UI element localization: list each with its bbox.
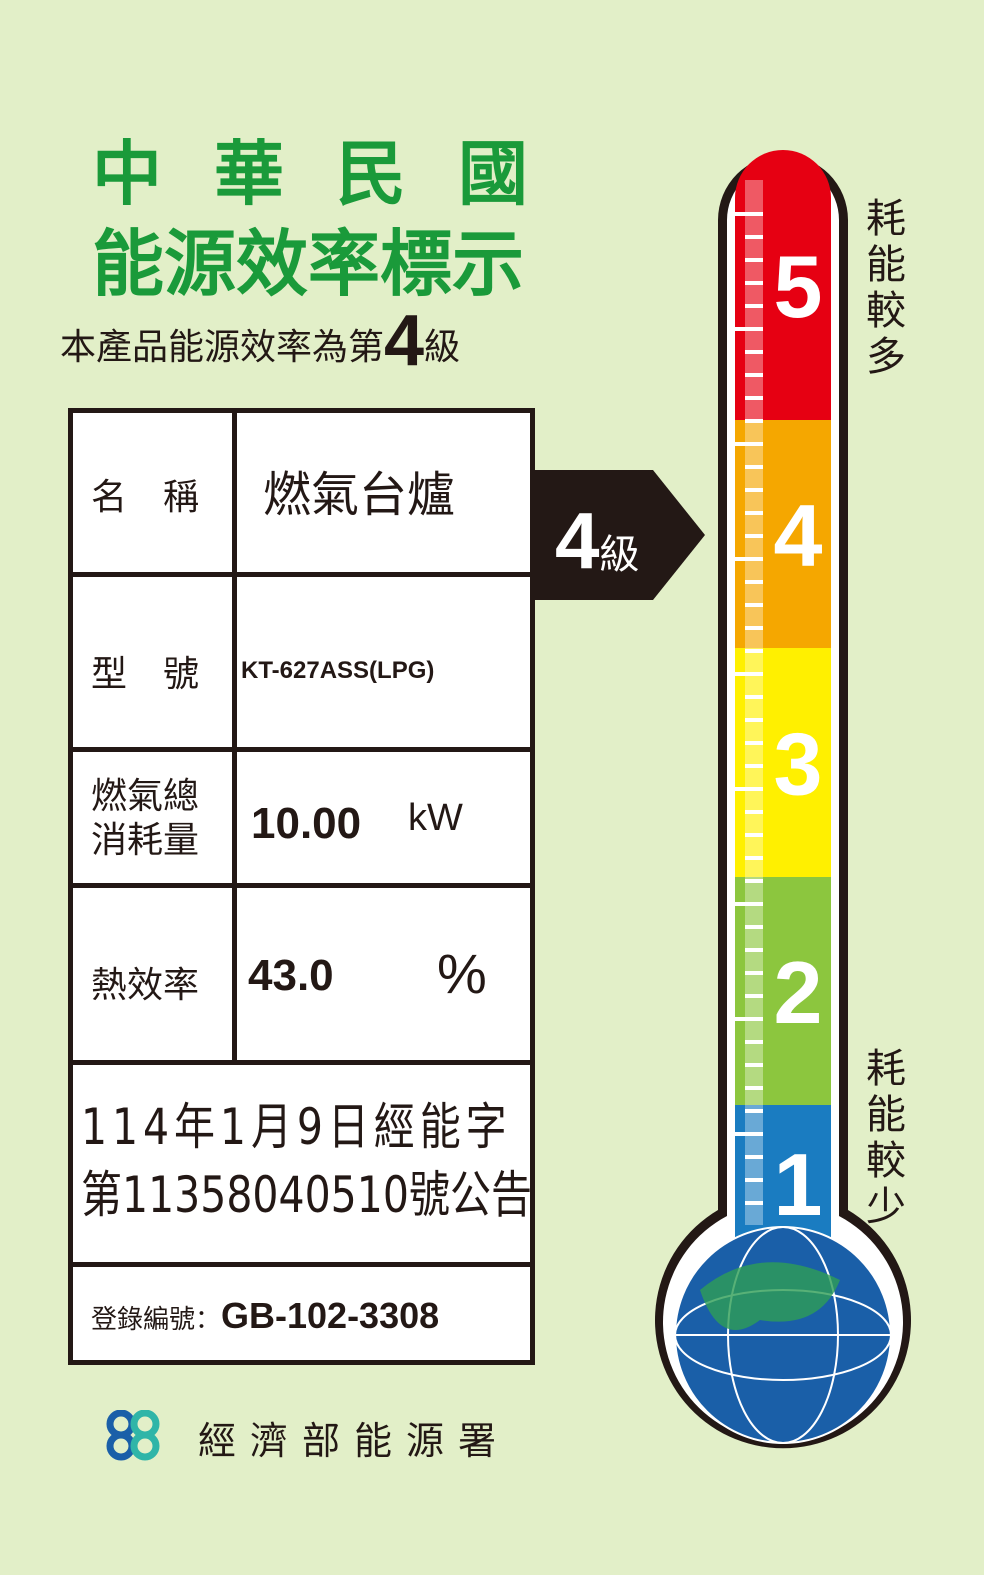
scale-tick xyxy=(745,350,763,354)
notice: 114年1月9日經能字 第11358040510號公告 xyxy=(81,1098,532,1224)
scale-tick xyxy=(735,212,763,216)
grade-indicator-arrow xyxy=(535,470,705,600)
thermometer: 5 4 3 2 1 xyxy=(655,150,911,1449)
scale-tick xyxy=(745,1201,763,1205)
scale-tick xyxy=(745,1155,763,1159)
grade-suffix: 級 xyxy=(424,327,461,368)
title-label: 能源效率標示 xyxy=(92,222,525,306)
scale-tick xyxy=(745,534,763,538)
scale-tick xyxy=(745,718,763,722)
scale-tick xyxy=(745,304,763,308)
scale-tick xyxy=(735,327,763,331)
model-value: KT-627ASS(LPG) xyxy=(241,657,435,684)
level-label-1: 1 xyxy=(774,1135,823,1234)
scale-tick xyxy=(745,1040,763,1044)
efficiency-label: 熱效率 xyxy=(91,965,200,1006)
scale-tick xyxy=(735,442,763,446)
consumption-value: 10.00 xyxy=(251,799,362,848)
scale-tick xyxy=(735,672,763,676)
level-segment-3 xyxy=(735,648,831,877)
scale-tick xyxy=(745,856,763,860)
consumption-unit: kW xyxy=(408,797,463,839)
scale-tick xyxy=(745,994,763,998)
level-label-2: 2 xyxy=(774,943,823,1042)
scale-tick xyxy=(745,948,763,952)
scale-tick xyxy=(745,1063,763,1067)
scale-tick xyxy=(745,511,763,515)
title-country: 中華民國 xyxy=(92,133,580,215)
grade-statement: 本產品能源效率為第4級 xyxy=(60,300,460,382)
scale-tick xyxy=(745,235,763,239)
scale-tick xyxy=(745,810,763,814)
scale-tick xyxy=(745,258,763,262)
scale-tick xyxy=(735,557,763,561)
agency-name: 經濟部能源署 xyxy=(198,1419,511,1463)
scale-tick xyxy=(745,465,763,469)
efficiency-value: 43.0 xyxy=(248,951,334,1000)
scale-tick xyxy=(735,902,763,906)
scale-tick xyxy=(745,925,763,929)
grade-indicator: 4級 xyxy=(555,496,640,585)
name-value: 燃氣台爐 xyxy=(263,467,456,523)
agency-logo-icon xyxy=(106,1410,160,1461)
scale-tick xyxy=(745,1086,763,1090)
scale-tick xyxy=(735,787,763,791)
scale-tick xyxy=(735,1132,763,1136)
scale-tick xyxy=(745,649,763,653)
scale-tick xyxy=(745,396,763,400)
scale-tick xyxy=(745,741,763,745)
model-label: 型 號 xyxy=(91,654,200,695)
scale-tick xyxy=(745,580,763,584)
scale-tick xyxy=(745,695,763,699)
scale-tick xyxy=(745,1178,763,1182)
scale-tick xyxy=(745,419,763,423)
registration: 登錄編號：GB-102-3308 xyxy=(91,1295,440,1336)
grade-value: 4 xyxy=(384,301,425,381)
level-label-4: 4 xyxy=(774,486,823,585)
level-label-3: 3 xyxy=(774,715,823,814)
grade-text: 本產品能源效率為第 xyxy=(60,327,385,368)
scale-tick xyxy=(745,603,763,607)
scale-tick xyxy=(745,833,763,837)
consumption-label: 燃氣總 消耗量 xyxy=(91,776,200,861)
label-more-energy: 耗能較多 xyxy=(866,196,906,380)
scale-tick xyxy=(745,764,763,768)
label-less-energy: 耗能較少 xyxy=(866,1046,906,1230)
scale-tick xyxy=(745,879,763,883)
efficiency-unit: % xyxy=(437,942,487,1005)
scale-tick xyxy=(745,281,763,285)
scale-tick xyxy=(735,1017,763,1021)
info-table: 名 稱 燃氣台爐 型 號 KT-627ASS(LPG) 燃氣總 消耗量 10.00… xyxy=(68,408,535,1365)
scale-tick xyxy=(745,971,763,975)
scale-tick xyxy=(745,1109,763,1113)
scale-tick xyxy=(745,373,763,377)
name-label: 名 稱 xyxy=(91,477,200,518)
scale-tick xyxy=(745,626,763,630)
scale-tick xyxy=(745,488,763,492)
level-label-5: 5 xyxy=(774,237,823,336)
